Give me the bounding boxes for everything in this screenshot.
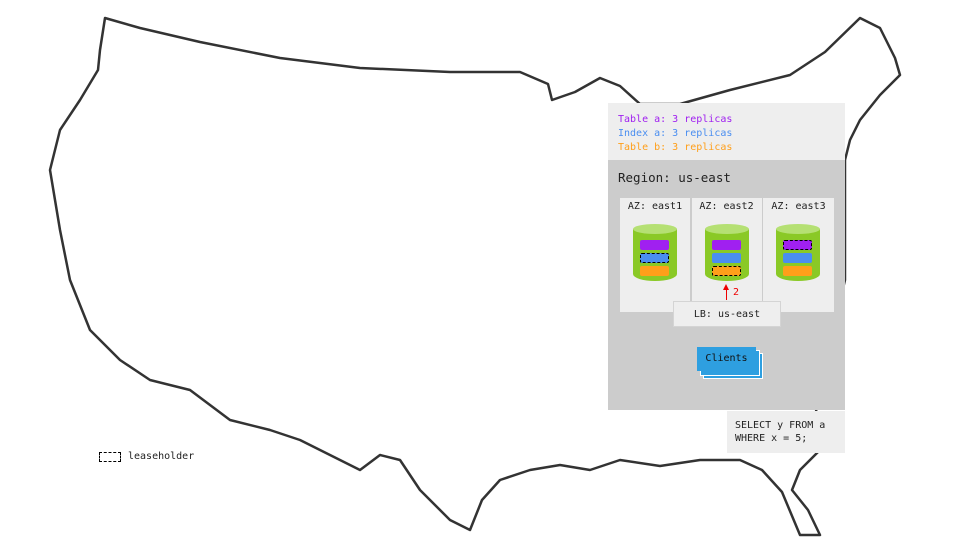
database-cylinder-icon <box>776 224 820 286</box>
replica-index-a <box>640 253 669 263</box>
replica-table-a <box>783 240 812 250</box>
region-us-east: Region: us-east AZ: east1 AZ: east2 AZ: ea… <box>608 160 845 410</box>
legend-index-a: Index a: 3 replicas <box>618 128 733 139</box>
replica-index-a <box>711 253 741 263</box>
az-label: AZ: east1 <box>627 201 683 212</box>
request-arrow <box>726 287 727 300</box>
leaseholder-key-label: leaseholder <box>128 451 195 462</box>
replica-index-a <box>783 253 812 263</box>
az-2: AZ: east2 <box>691 198 763 312</box>
legend-table-b: Table b: 3 replicas <box>618 142 733 153</box>
clients-box: Clients <box>697 347 756 371</box>
sql-line-1: SELECT y FROM a <box>735 420 826 431</box>
region-title: Region: us-east <box>618 170 731 185</box>
replica-table-b <box>640 266 669 276</box>
replica-legend: Table a: 3 replicas Index a: 3 replicas … <box>608 103 845 160</box>
az-label: AZ: east2 <box>699 201 754 212</box>
leaseholder-key-box <box>99 452 121 462</box>
hop-number: 2 <box>733 287 740 298</box>
az-label: AZ: east3 <box>771 201 826 212</box>
az-3: AZ: east3 <box>763 198 834 312</box>
az-1: AZ: east1 <box>620 198 691 312</box>
replica-table-a <box>640 240 669 250</box>
legend-table-a: Table a: 3 replicas <box>618 114 733 125</box>
database-cylinder-icon <box>704 224 749 286</box>
load-balancer: LB: us-east <box>673 301 781 327</box>
sql-query: SELECT y FROM a WHERE x = 5; <box>727 411 845 453</box>
replica-table-b <box>783 266 812 276</box>
database-cylinder-icon <box>633 224 677 286</box>
replica-table-b <box>711 266 741 276</box>
arrow-head-icon <box>723 284 729 290</box>
sql-line-2: WHERE x = 5; <box>735 433 808 444</box>
replica-table-a <box>711 240 741 250</box>
